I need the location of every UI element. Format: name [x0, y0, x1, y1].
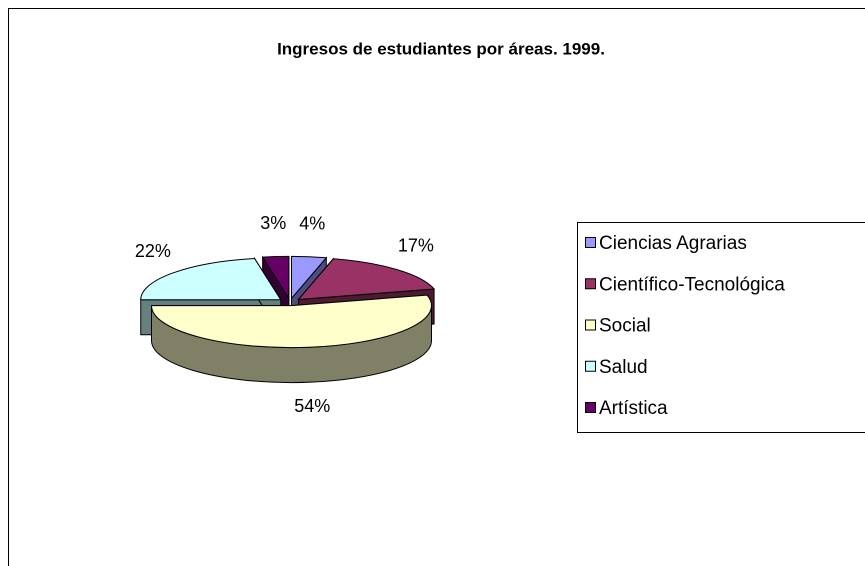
data-label: 4% — [299, 213, 325, 233]
pie-slice — [261, 255, 290, 301]
legend-label: Artística — [599, 398, 668, 419]
legend-label: Científico-Tecnológica — [599, 274, 785, 295]
legend-label: Salud — [599, 357, 648, 378]
legend-swatch — [585, 360, 596, 372]
chart-title: Ingresos de estudiantes por áreas. 1999. — [277, 39, 605, 58]
legend-swatch — [585, 237, 596, 248]
data-label: 22% — [135, 241, 171, 261]
data-label: 17% — [398, 236, 434, 256]
pie-slice — [140, 257, 282, 301]
legend-label: Ciencias Agrarias — [599, 233, 747, 254]
data-label: 54% — [294, 396, 330, 416]
legend-swatch — [585, 278, 596, 290]
pie-slice — [151, 294, 432, 349]
legend-swatch — [585, 402, 596, 413]
data-label: 3% — [260, 213, 286, 233]
legend-label: Social — [599, 316, 651, 337]
pie-slice — [297, 258, 436, 301]
legend-swatch — [585, 319, 596, 331]
pie-slice — [291, 255, 328, 300]
legend-box — [577, 222, 865, 433]
